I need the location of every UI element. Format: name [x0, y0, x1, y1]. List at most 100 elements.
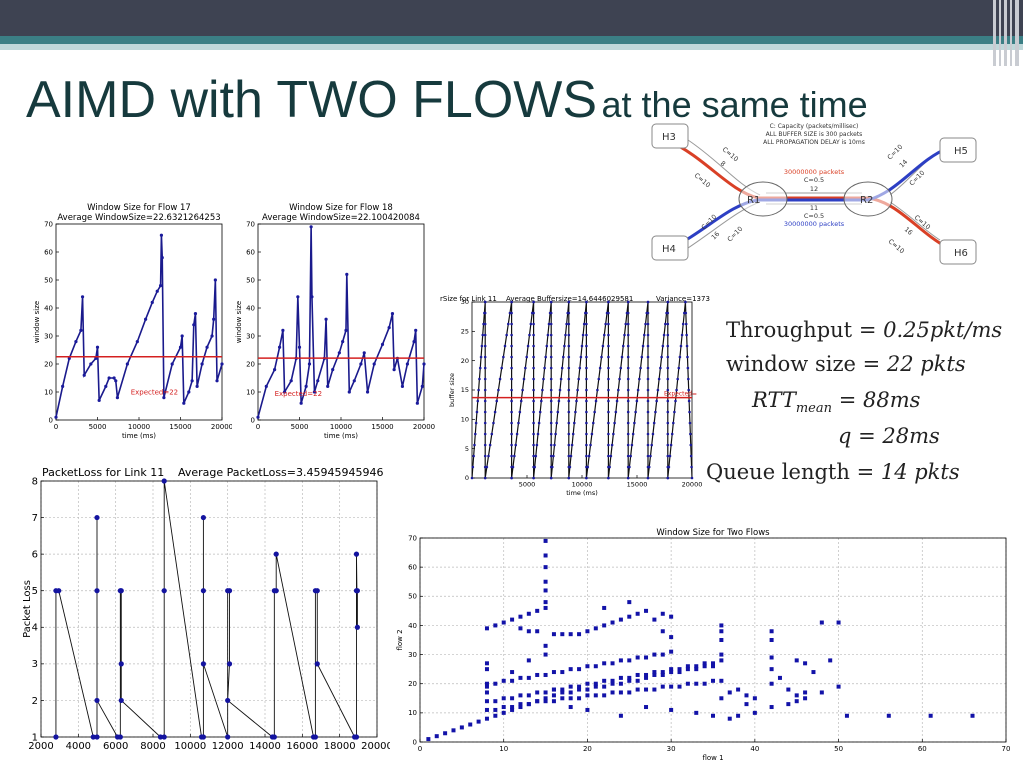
data-point — [585, 300, 588, 304]
chart-window-size-flow-17: 0 5000 10000 15000 20000 0 10 20 30 40 50 60 70 time … — [30, 198, 236, 442]
data-point — [532, 443, 535, 447]
data-point — [803, 690, 808, 695]
data-point — [684, 322, 688, 326]
data-point — [633, 421, 636, 425]
data-point — [264, 384, 268, 388]
data-point — [711, 664, 715, 669]
data-point — [483, 454, 487, 458]
data-point — [672, 421, 675, 425]
data-point — [478, 366, 482, 370]
data-point — [711, 678, 715, 683]
data-point — [567, 454, 571, 458]
data-point — [353, 734, 360, 740]
data-point — [626, 311, 630, 315]
y-tick-label: 40 — [44, 304, 53, 312]
data-point — [484, 699, 489, 704]
data-point — [476, 719, 481, 724]
data-point — [118, 588, 124, 594]
data-point — [618, 377, 621, 381]
data-point — [535, 690, 540, 695]
data-point — [570, 443, 574, 447]
data-point — [54, 415, 58, 419]
data-point — [661, 344, 665, 348]
x-tick-label: 5000 — [291, 423, 309, 431]
data-point — [607, 388, 610, 392]
data-point — [543, 696, 548, 701]
data-point — [702, 664, 707, 669]
data-point — [652, 617, 657, 622]
data-point — [652, 687, 657, 692]
data-point — [610, 681, 615, 686]
data-point — [639, 366, 642, 370]
data-point — [540, 399, 543, 403]
data-point — [299, 401, 303, 405]
data-point — [652, 421, 656, 425]
data-point — [593, 681, 598, 686]
data-point — [585, 388, 588, 392]
data-point — [200, 362, 204, 366]
data-point — [626, 421, 630, 425]
chart-title-right: Variance=137324 — [656, 295, 710, 303]
data-point — [626, 432, 630, 436]
data-point — [526, 693, 531, 698]
data-point — [685, 664, 690, 669]
data-point — [602, 333, 606, 337]
data-point — [567, 333, 571, 337]
data-point — [679, 344, 683, 348]
data-point — [314, 588, 320, 594]
data-point — [585, 366, 588, 370]
data-point — [580, 344, 584, 348]
data-point — [660, 684, 665, 689]
plot-frame — [419, 537, 1007, 743]
data-point — [678, 355, 682, 359]
data-point — [669, 707, 674, 712]
x-tick-label: 20000 — [211, 423, 233, 431]
data-point — [618, 658, 623, 663]
x-axis-label: time (ms) — [566, 489, 598, 496]
data-point — [150, 300, 154, 304]
data-point — [685, 333, 688, 337]
data-point — [549, 322, 553, 326]
data-point — [558, 388, 562, 392]
slide-accent-band — [0, 36, 1023, 44]
data-point — [607, 454, 610, 458]
data-point — [626, 410, 630, 414]
chart-window-size-two-flows: 0 10 20 30 40 50 60 70 0 10 20 30 40 50 60 70 flow 1 flow… — [392, 524, 1012, 764]
data-point — [593, 693, 598, 698]
data-point — [635, 611, 640, 616]
data-point — [553, 443, 556, 447]
data-point — [719, 696, 724, 701]
equation-window-size-rhs: = 22 pkts — [862, 352, 966, 376]
data-point — [95, 345, 100, 349]
data-point — [676, 377, 679, 381]
data-point — [532, 454, 535, 458]
data-point — [493, 410, 497, 414]
data-point — [551, 699, 556, 704]
data-point — [481, 333, 485, 337]
data-point — [623, 333, 626, 337]
y-axis-label: window size — [235, 301, 243, 343]
data-point — [636, 388, 640, 392]
data-point — [118, 661, 124, 667]
data-point — [282, 390, 287, 394]
data-point — [786, 687, 791, 692]
data-point — [510, 399, 513, 403]
data-point — [634, 410, 637, 414]
equation-rtt-rhs: = 88ms — [838, 388, 921, 412]
chart-background — [232, 198, 438, 442]
x-tick-label: 6000 — [103, 741, 128, 752]
data-point — [501, 620, 506, 625]
plot-frame — [40, 480, 378, 738]
data-point — [615, 399, 619, 403]
data-point — [200, 514, 206, 521]
data-point — [582, 322, 586, 326]
y-tick-label: 40 — [246, 304, 255, 312]
host-h4-label: H4 — [662, 244, 676, 255]
data-point — [498, 377, 502, 381]
x-tick-label: 70 — [1002, 745, 1011, 753]
data-point — [510, 344, 513, 348]
data-point — [484, 707, 489, 712]
data-point — [607, 322, 610, 326]
data-point — [626, 366, 630, 370]
data-point — [652, 652, 657, 657]
